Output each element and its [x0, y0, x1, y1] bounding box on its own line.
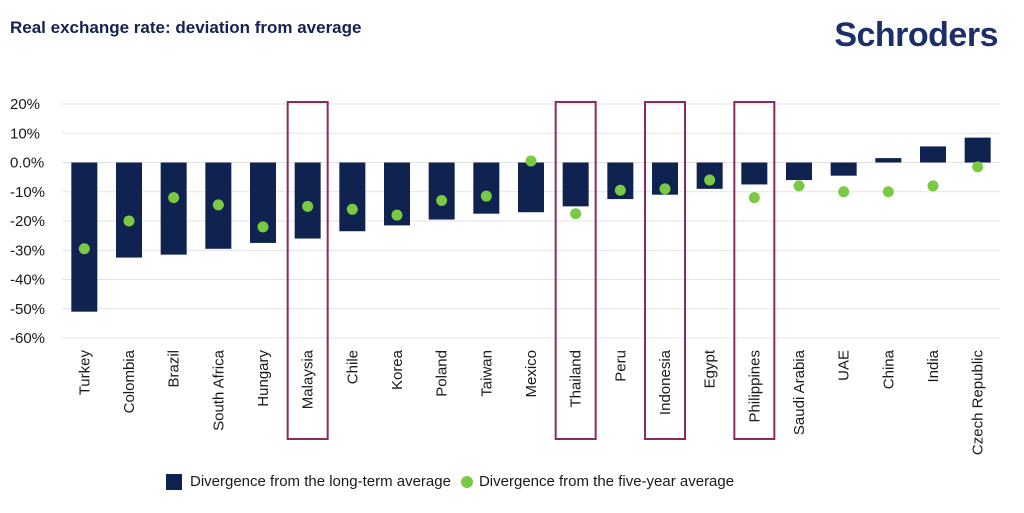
- dot-layer: [78, 155, 984, 255]
- dot-china: [882, 186, 894, 198]
- bar-taiwan: [473, 162, 500, 214]
- brand-logo: Schroders: [834, 16, 998, 54]
- x-tick-label: Brazil: [166, 350, 183, 388]
- bar-philippines: [741, 162, 768, 185]
- x-tick-label: Thailand: [568, 350, 585, 408]
- x-tick-label: Saudi Arabia: [791, 349, 808, 435]
- dot-mexico: [525, 155, 537, 167]
- dot-poland: [436, 195, 448, 207]
- bar-poland: [428, 162, 455, 220]
- bar-india: [920, 146, 946, 163]
- x-tick-label: Colombia: [121, 349, 138, 413]
- y-tick-label: 0.0%: [10, 155, 44, 172]
- legend-dot-label: Divergence from the five-year average: [478, 473, 735, 490]
- dot-czech-republic: [972, 161, 984, 173]
- legend-bar-label: Divergence from the long-term average: [190, 473, 451, 490]
- bar-malaysia: [294, 162, 321, 239]
- x-tick-label: Korea: [389, 349, 406, 390]
- x-tick-label: Philippines: [746, 350, 763, 423]
- highlight-box-malaysia: [286, 101, 329, 440]
- bar-czech-republic: [964, 137, 991, 163]
- bar-china: [875, 158, 902, 163]
- dot-malaysia: [302, 200, 314, 212]
- y-tick-label: 10%: [10, 125, 40, 142]
- y-tick-label: 20%: [10, 96, 40, 113]
- x-tick-label: China: [880, 349, 897, 389]
- dot-korea: [391, 209, 403, 221]
- highlight-layer: [286, 101, 776, 440]
- x-tick-label: Peru: [612, 350, 629, 382]
- dot-hungary: [257, 221, 269, 233]
- dot-philippines: [748, 192, 760, 204]
- x-tick-label: Turkey: [76, 350, 93, 396]
- bar-thailand: [562, 162, 589, 207]
- legend: Divergence from the long-term average Di…: [166, 473, 744, 490]
- dot-south-africa: [212, 199, 224, 211]
- bar-brazil: [160, 162, 187, 255]
- x-tick-label: Hungary: [255, 350, 272, 407]
- x-tick-label: South Africa: [210, 349, 227, 431]
- dot-uae: [838, 186, 850, 198]
- dot-turkey: [78, 243, 90, 255]
- chart-title: Real exchange rate: deviation from avera…: [10, 18, 362, 37]
- y-tick-label: -40%: [10, 272, 45, 289]
- dot-peru: [614, 184, 626, 196]
- bar-saudi-arabia: [786, 162, 812, 181]
- dot-egypt: [704, 174, 716, 186]
- x-tick-label: Indonesia: [657, 349, 674, 415]
- label-layer: 20% 10% 0.0% -10% -20% -30% -40% -50% -60% Turkey…: [10, 96, 987, 455]
- x-tick-label: Taiwan: [478, 350, 495, 397]
- dot-india: [927, 180, 939, 192]
- y-tick-label: -30%: [10, 242, 45, 259]
- dot-thailand: [570, 208, 582, 220]
- legend-bar-swatch: [166, 473, 182, 490]
- highlight-box-thailand: [554, 101, 597, 440]
- bar-colombia: [116, 162, 142, 258]
- y-tick-label: -10%: [10, 184, 45, 201]
- legend-item-long-term: Divergence from the long-term average: [166, 473, 451, 490]
- dot-saudi-arabia: [793, 180, 805, 192]
- legend-dot-swatch: [460, 475, 473, 488]
- dot-taiwan: [480, 190, 492, 202]
- x-tick-label: Czech Republic: [970, 350, 987, 456]
- highlight-box-philippines: [733, 101, 776, 440]
- bar-turkey: [71, 162, 98, 312]
- x-tick-label: UAE: [836, 350, 853, 381]
- bar-mexico: [518, 162, 544, 213]
- grid-layer: [62, 103, 1000, 339]
- legend-item-five-year: Divergence from the five-year average: [460, 473, 735, 490]
- bar-uae: [830, 162, 857, 176]
- x-tick-label: Egypt: [702, 349, 719, 388]
- dot-chile: [346, 203, 358, 215]
- x-tick-label: Mexico: [523, 350, 540, 398]
- x-tick-label: Poland: [434, 350, 451, 397]
- dot-colombia: [123, 215, 135, 227]
- y-tick-label: -60%: [10, 330, 45, 347]
- x-tick-label: India: [925, 349, 942, 382]
- bar-layer: [71, 137, 991, 312]
- x-tick-label: Malaysia: [300, 349, 317, 409]
- y-tick-label: -20%: [10, 213, 45, 230]
- dot-brazil: [168, 192, 180, 204]
- bar-chile: [339, 162, 366, 232]
- highlight-box-indonesia: [644, 101, 686, 440]
- dot-indonesia: [659, 183, 671, 195]
- x-tick-label: Chile: [344, 350, 361, 384]
- y-tick-label: -50%: [10, 301, 45, 318]
